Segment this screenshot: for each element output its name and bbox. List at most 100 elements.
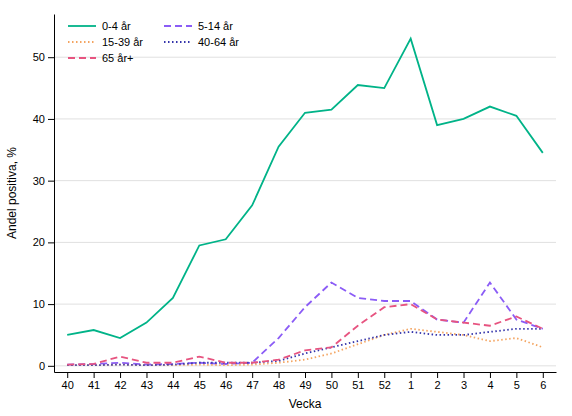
y-axis: 0 10 20 30 40 50 (33, 15, 55, 373)
legend-swatch (68, 57, 96, 59)
legend-swatch (68, 41, 96, 43)
x-tick: 3 (461, 372, 467, 391)
x-tick-label: 41 (88, 379, 100, 391)
legend-item: 40-64 år (164, 36, 239, 48)
x-tick-mark (516, 372, 517, 378)
y-tick-mark (48, 181, 54, 182)
x-tick: 5 (514, 372, 520, 391)
lines (67, 39, 543, 366)
x-tick-label: 48 (273, 379, 285, 391)
legend-label: 65 år+ (102, 52, 134, 64)
y-tick-label: 10 (33, 298, 45, 310)
x-tick-mark (67, 372, 68, 378)
x-tick-mark (411, 372, 412, 378)
x-tick-label: 40 (62, 379, 74, 391)
x-axis: 40414243444546474849505152123456 (55, 372, 557, 391)
legend-item: 5-14 år (164, 20, 233, 32)
x-tick-label: 6 (540, 379, 546, 391)
y-tick: 50 (33, 51, 54, 63)
y-tick: 40 (33, 113, 54, 125)
x-tick-mark (358, 372, 359, 378)
grid-line (54, 365, 556, 366)
x-tick-label: 49 (299, 379, 311, 391)
x-tick: 42 (114, 372, 126, 391)
x-tick: 47 (247, 372, 259, 391)
x-tick-label: 47 (247, 379, 259, 391)
x-tick-mark (120, 372, 121, 378)
chart: 0102030405040414243444546474849505152123… (0, 0, 572, 416)
x-tick-mark (94, 372, 95, 378)
plot: 0102030405040414243444546474849505152123… (33, 15, 557, 391)
y-tick-label: 50 (33, 51, 45, 63)
y-tick-mark (48, 57, 54, 58)
y-tick-mark (48, 119, 54, 120)
legend-swatch (164, 41, 192, 43)
x-tick-label: 51 (352, 379, 364, 391)
y-axis-title: Andel positiva, % (5, 147, 19, 239)
x-tick-label: 44 (167, 379, 179, 391)
y-tick-mark (48, 242, 54, 243)
y-tick-label: 0 (39, 360, 45, 372)
x-tick-label: 46 (220, 379, 232, 391)
x-tick-mark (305, 372, 306, 378)
x-tick-label: 4 (487, 379, 493, 391)
legend-item: 65 år+ (68, 52, 134, 64)
series-line (67, 39, 543, 338)
x-tick: 6 (540, 372, 546, 391)
x-tick-mark (464, 372, 465, 378)
x-tick-mark (490, 372, 491, 378)
legend-item: 0-4 år (68, 20, 131, 32)
x-tick-mark (543, 372, 544, 378)
grid (54, 57, 556, 366)
x-tick-mark (226, 372, 227, 378)
x-tick-label: 3 (461, 379, 467, 391)
x-tick-label: 52 (379, 379, 391, 391)
x-tick: 48 (273, 372, 285, 391)
legend-swatch (68, 25, 96, 27)
x-tick: 40 (62, 372, 74, 391)
x-tick: 51 (352, 372, 364, 391)
x-tick-mark (279, 372, 280, 378)
legend-label: 0-4 år (102, 20, 131, 32)
y-axis-line (54, 15, 55, 373)
y-tick: 30 (33, 175, 54, 187)
series-line (67, 283, 543, 365)
x-tick: 49 (299, 372, 311, 391)
x-tick: 1 (408, 372, 414, 391)
x-tick-mark (173, 372, 174, 378)
y-tick-mark (48, 304, 54, 305)
y-tick-label: 40 (33, 113, 45, 125)
x-tick-label: 1 (408, 379, 414, 391)
legend: 0-4 år 5-14 år 15-39 år 40-64 år 65 år+ (68, 20, 239, 64)
y-tick: 10 (33, 298, 54, 310)
y-tick: 0 (39, 360, 54, 372)
x-tick: 41 (88, 372, 100, 391)
x-tick-mark (384, 372, 385, 378)
x-tick: 45 (194, 372, 206, 391)
grid-line (54, 180, 556, 181)
x-tick-label: 50 (326, 379, 338, 391)
x-tick-label: 45 (194, 379, 206, 391)
x-tick-mark (252, 372, 253, 378)
x-tick-mark (199, 372, 200, 378)
x-tick: 44 (167, 372, 179, 391)
x-tick: 46 (220, 372, 232, 391)
x-tick: 4 (487, 372, 493, 391)
x-tick-label: 5 (514, 379, 520, 391)
x-axis-title: Vecka (289, 397, 322, 411)
legend-item: 15-39 år (68, 36, 143, 48)
x-tick: 43 (141, 372, 153, 391)
series-line (67, 329, 543, 365)
legend-swatch (164, 25, 192, 27)
grid-line (54, 304, 556, 305)
legend-label: 5-14 år (198, 20, 233, 32)
series-line (67, 329, 543, 365)
x-tick-mark (331, 372, 332, 378)
x-tick-label: 42 (114, 379, 126, 391)
y-tick: 20 (33, 236, 54, 248)
x-tick-mark (146, 372, 147, 378)
grid-line (54, 242, 556, 243)
x-tick: 50 (326, 372, 338, 391)
x-tick-mark (437, 372, 438, 378)
x-tick-label: 2 (435, 379, 441, 391)
